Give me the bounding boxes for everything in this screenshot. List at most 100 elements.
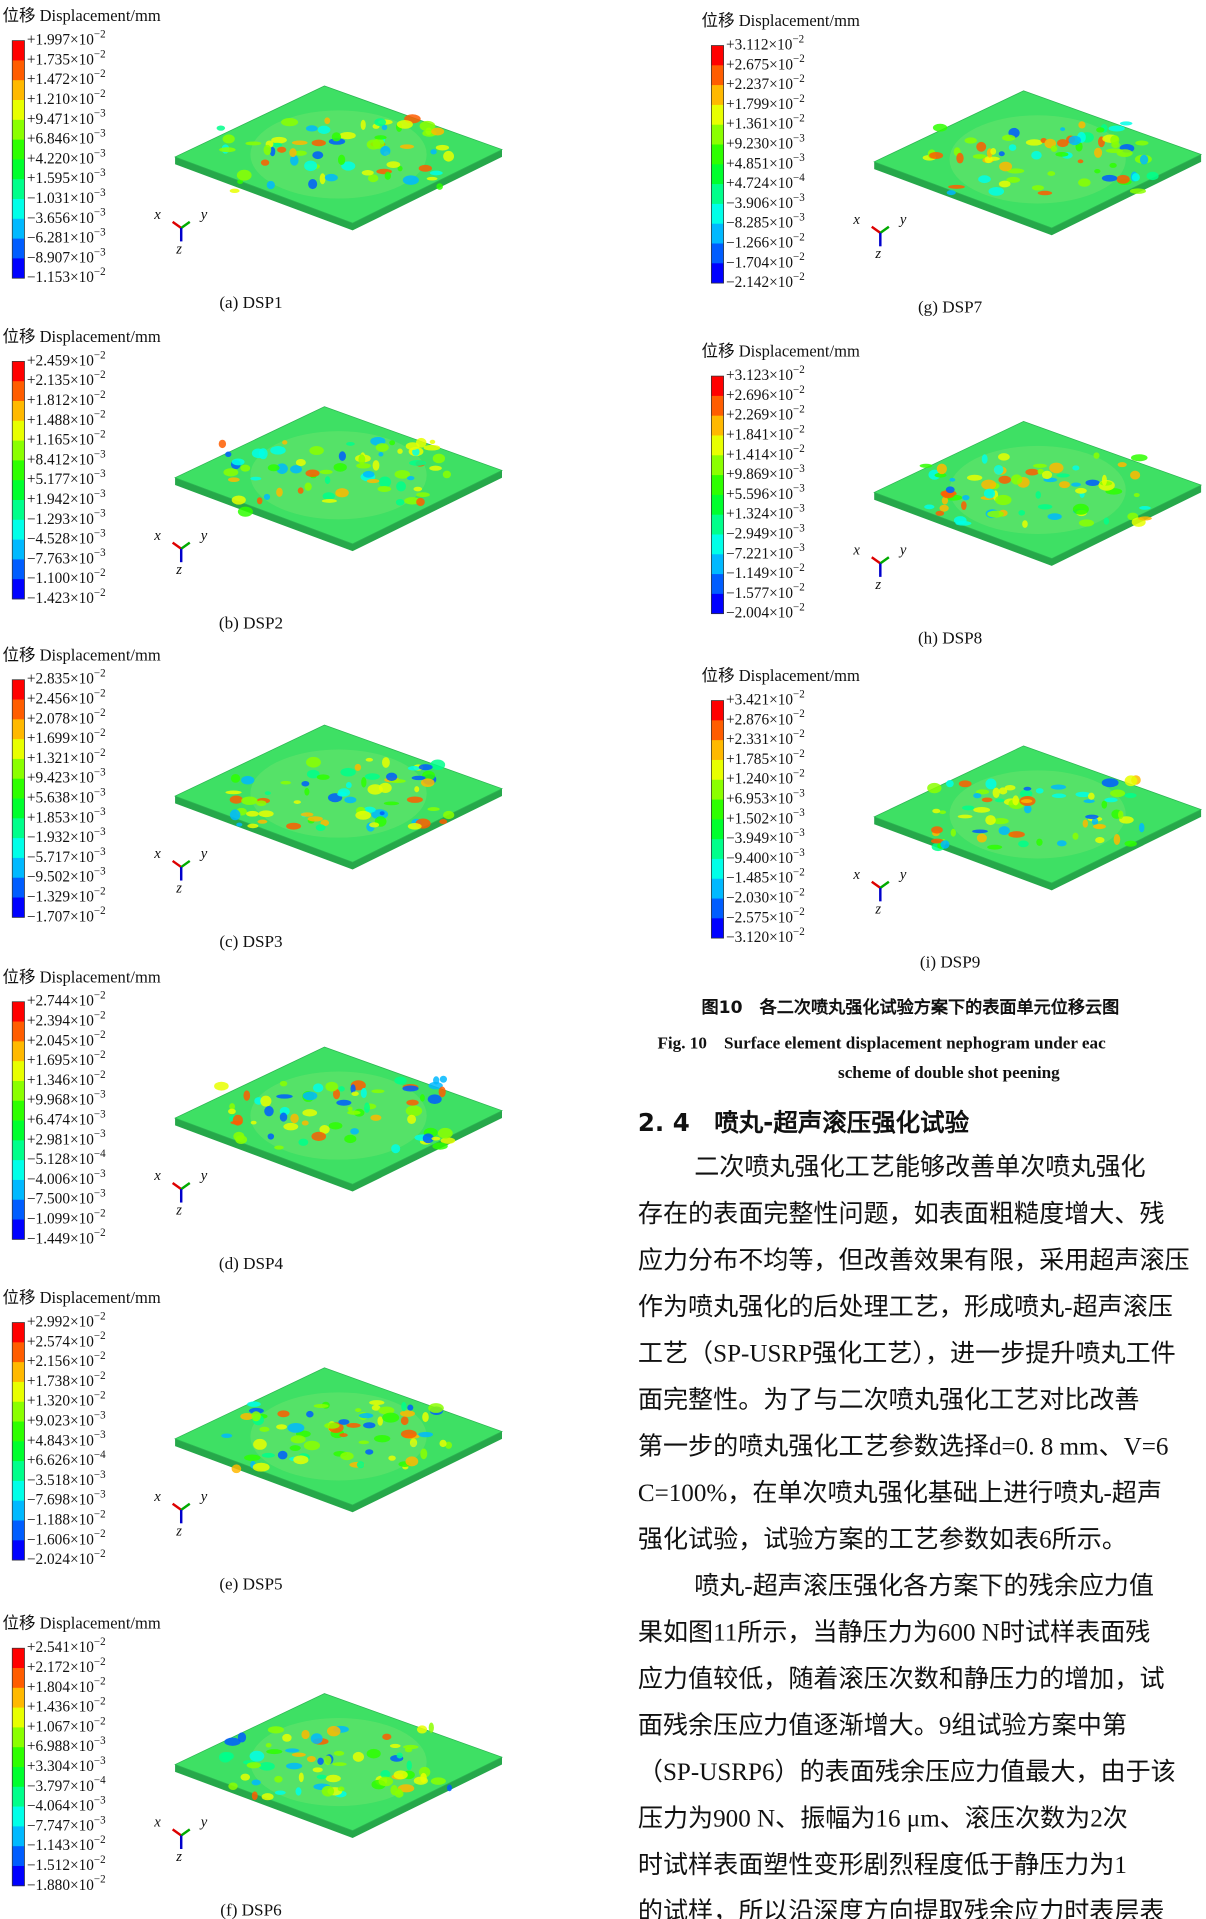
label-mantissa: +1.165×10	[27, 431, 94, 448]
blob	[219, 147, 236, 153]
blob	[1101, 778, 1119, 788]
paragraph-line: 强化试验，试验方案的工艺参数如表6所示。	[638, 1525, 1127, 1553]
blob	[337, 154, 346, 165]
blob	[985, 778, 997, 790]
blob	[1072, 832, 1079, 840]
legend-label: −1.449×10−2	[27, 1227, 106, 1247]
legend-band	[12, 1362, 25, 1383]
axis-label: z	[175, 241, 182, 257]
legend-label: −8.285×10−3	[726, 211, 805, 231]
legend-label: −5.128×10−4	[27, 1148, 106, 1168]
blob	[957, 814, 973, 819]
blob	[378, 1776, 394, 1787]
blob	[231, 495, 246, 505]
blob	[962, 805, 975, 811]
label-exponent: −2	[793, 581, 805, 593]
legend-label: +2.172×10−2	[27, 1655, 106, 1675]
blob	[1109, 162, 1117, 168]
label-exponent: −3	[94, 1735, 106, 1747]
blob	[277, 1410, 290, 1418]
axis-label: y	[898, 867, 907, 883]
label-mantissa: −1.266×10	[726, 234, 793, 251]
legend-label: +1.841×10−2	[726, 423, 805, 443]
blob	[430, 759, 446, 771]
axis-label: z	[874, 901, 881, 917]
blob	[231, 458, 245, 466]
label-mantissa: −4.006×10	[27, 1170, 94, 1187]
blob	[366, 139, 381, 150]
blob	[315, 824, 326, 831]
blob	[1101, 174, 1118, 182]
panel-caption: (h) DSP8	[918, 628, 982, 647]
blob	[1083, 799, 1095, 804]
blob	[946, 779, 954, 788]
label-mantissa: +2.835×10	[27, 670, 94, 687]
label-mantissa: +9.869×10	[726, 466, 793, 483]
blob	[277, 146, 287, 153]
legend-band	[711, 124, 724, 145]
blob	[265, 1742, 272, 1748]
legend-label: −4.528×10−3	[27, 527, 106, 547]
blob	[994, 798, 1005, 803]
legend-band	[711, 858, 724, 880]
blob	[972, 829, 988, 834]
label-exponent: −3	[793, 482, 805, 494]
label-exponent: −3	[94, 246, 106, 258]
blob	[356, 463, 371, 469]
label-mantissa: −8.907×10	[27, 249, 94, 266]
blob	[261, 1452, 275, 1458]
blob	[225, 451, 232, 457]
blob	[400, 1416, 409, 1426]
legend-band	[12, 1401, 25, 1422]
blob	[306, 1410, 314, 1418]
blob	[981, 797, 993, 803]
blob	[423, 444, 441, 451]
blob	[270, 446, 286, 455]
blob	[446, 1784, 453, 1792]
legend-band	[711, 455, 724, 476]
axis-label: z	[175, 1523, 182, 1539]
legend-band	[711, 435, 724, 456]
legend-frame	[11, 40, 25, 279]
label-mantissa: +8.412×10	[27, 451, 94, 468]
paragraph-line: 存在的表面完整性问题，如表面粗糙度增大、残	[638, 1200, 1165, 1228]
label-mantissa: +2.045×10	[27, 1032, 94, 1049]
legend-band	[711, 85, 724, 106]
blob	[961, 501, 967, 511]
blob	[310, 1733, 323, 1744]
label-mantissa: +2.456×10	[27, 690, 94, 707]
blob	[1113, 834, 1121, 846]
legend-band	[12, 1219, 25, 1240]
label-exponent: −3	[94, 448, 106, 460]
legend-band	[12, 1461, 25, 1482]
label-mantissa: +1.488×10	[27, 411, 94, 428]
blob	[397, 165, 403, 172]
blob	[1072, 465, 1080, 471]
blob	[445, 1441, 453, 1449]
legend-band	[12, 679, 25, 700]
blob	[354, 763, 362, 771]
blob	[1018, 510, 1026, 516]
blob	[295, 459, 306, 467]
legend-label: +2.156×10−2	[27, 1350, 106, 1370]
legend-label: +1.785×10−2	[726, 747, 805, 767]
blob	[267, 1726, 285, 1734]
blob	[946, 190, 956, 196]
legend-band	[12, 838, 25, 859]
axis-x	[171, 859, 182, 869]
blob	[311, 139, 326, 147]
blob	[382, 757, 390, 768]
blob	[228, 1108, 236, 1115]
label-mantissa: +5.177×10	[27, 471, 94, 488]
blob	[401, 1401, 407, 1412]
blob	[324, 173, 338, 182]
legend-band	[12, 1421, 25, 1442]
blob	[300, 812, 314, 817]
blob	[1093, 823, 1106, 830]
label-exponent: −2	[793, 906, 805, 918]
blob	[1072, 503, 1089, 515]
legend-label: +8.412×10−3	[27, 448, 106, 468]
label-exponent: −2	[793, 73, 805, 85]
blob	[440, 1137, 456, 1144]
blob	[418, 764, 433, 771]
